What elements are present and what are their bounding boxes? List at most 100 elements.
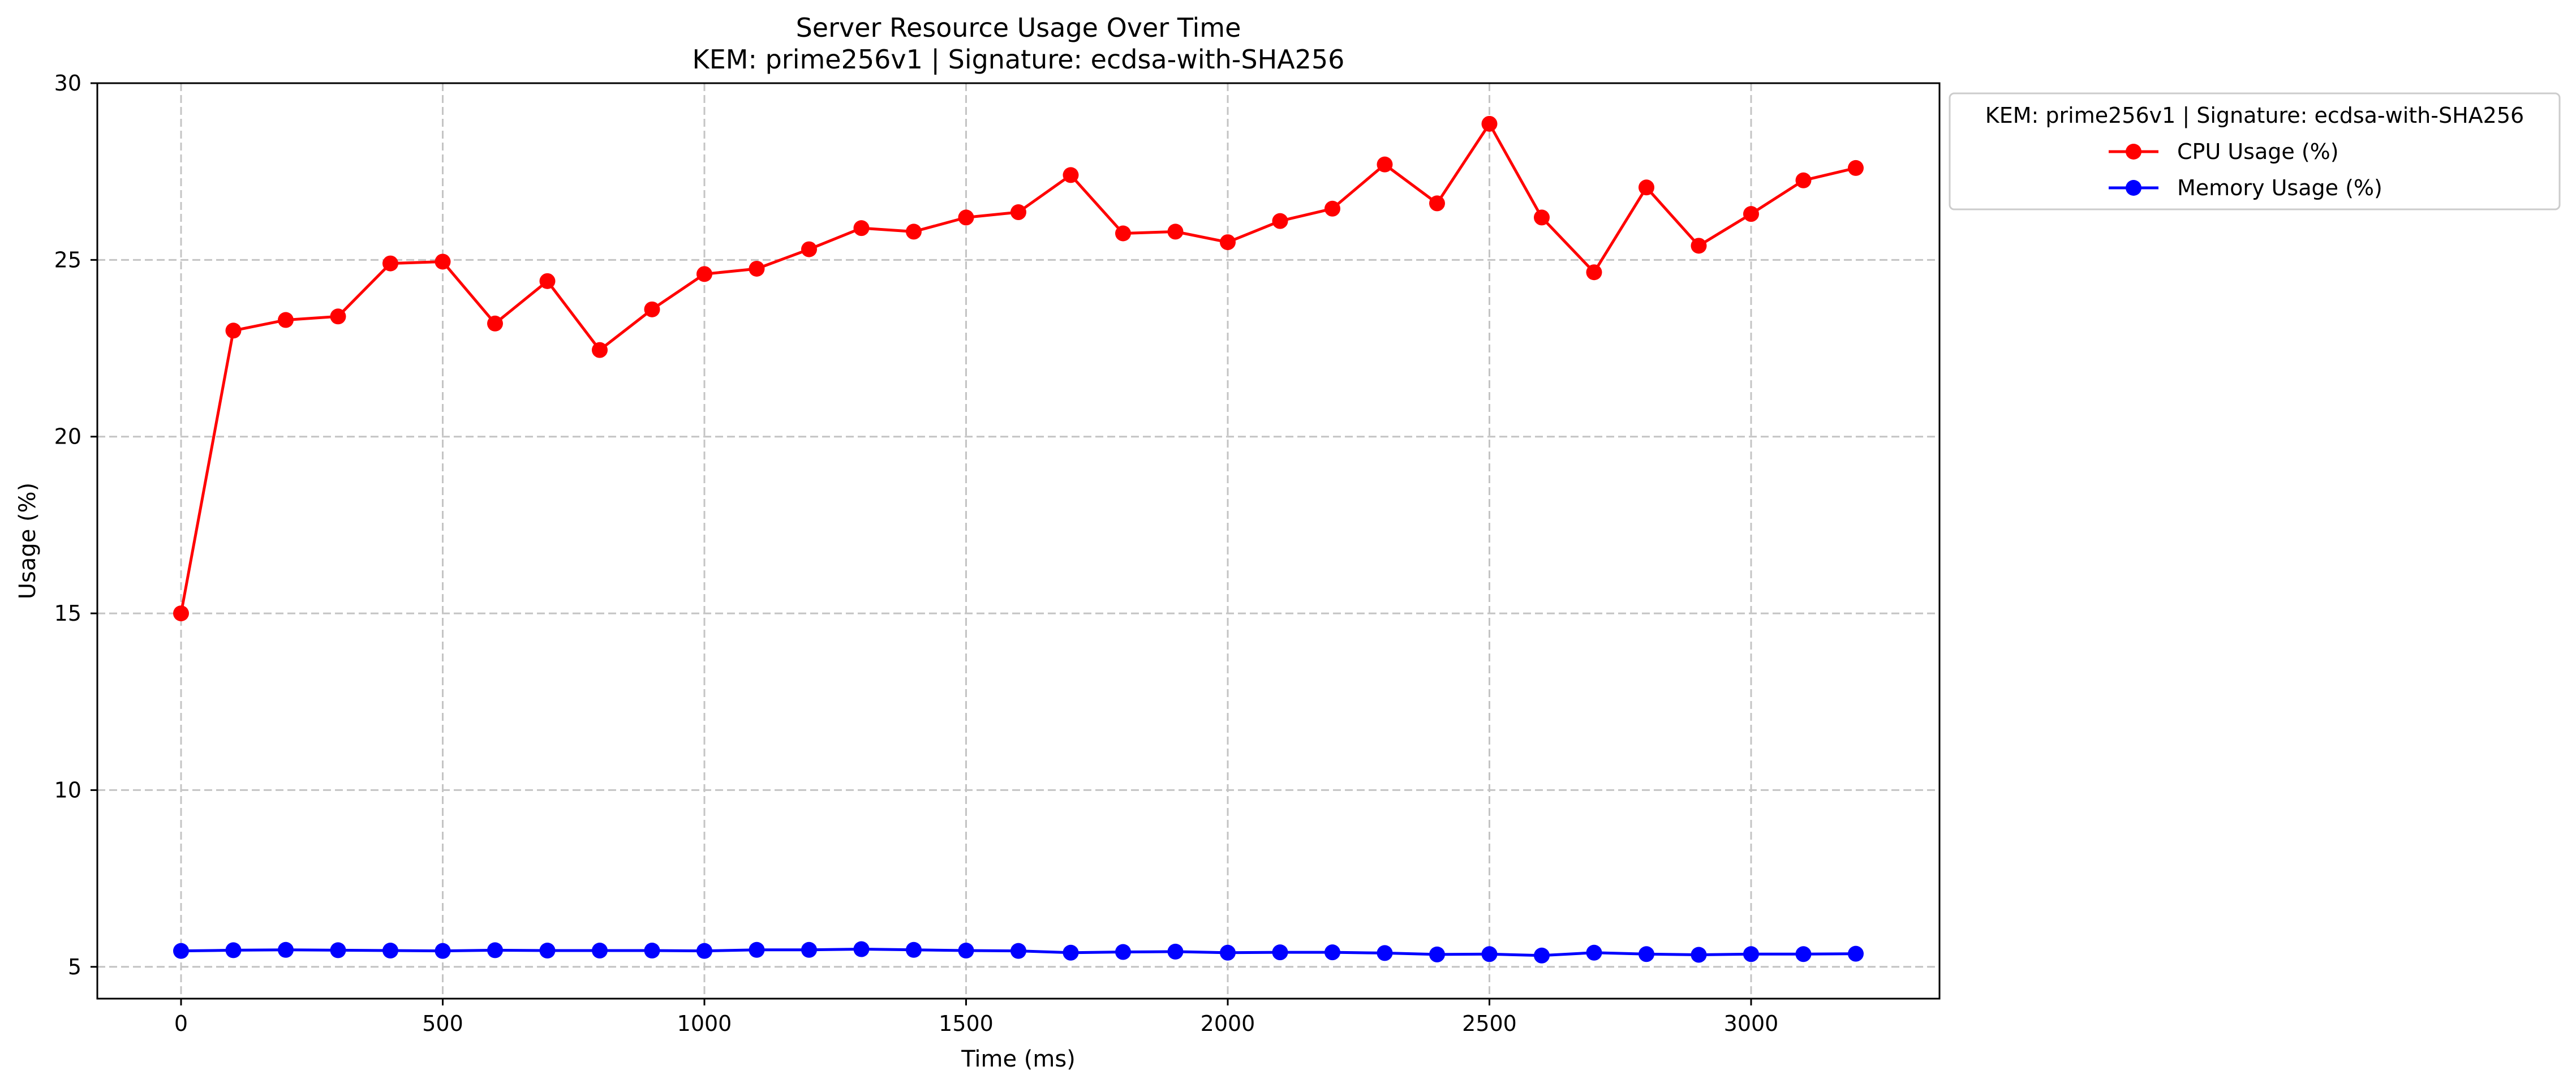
legend: KEM: prime256v1 | Signature: ecdsa-with-… <box>1949 92 2561 210</box>
cpu-point <box>1377 156 1393 173</box>
y-tick-label: 25 <box>54 247 81 272</box>
cpu-point <box>1167 223 1184 240</box>
cpu-point <box>1324 200 1340 217</box>
memory-point <box>1063 944 1079 961</box>
memory-point <box>1324 944 1340 961</box>
y-tick-label: 5 <box>68 955 81 979</box>
cpu-point <box>1691 238 1707 254</box>
cpu-point <box>958 209 974 226</box>
memory-point <box>644 943 660 959</box>
cpu-point <box>173 605 189 622</box>
cpu-point <box>225 323 242 339</box>
cpu-point <box>278 312 294 328</box>
cpu-point <box>487 315 503 332</box>
legend-label-memory: Memory Usage (%) <box>2177 175 2383 200</box>
memory-point <box>1167 943 1184 960</box>
legend-swatch-marker <box>2126 180 2141 196</box>
memory-point <box>749 941 765 958</box>
memory-point <box>225 942 242 958</box>
cpu-point <box>801 241 817 257</box>
cpu-point <box>749 260 765 277</box>
cpu-point <box>1534 209 1550 226</box>
legend-box <box>1949 92 2561 210</box>
memory-point <box>1639 946 1654 962</box>
legend-swatch-marker <box>2126 144 2141 160</box>
memory-point <box>435 943 451 959</box>
memory-point <box>853 941 870 957</box>
cpu-point <box>906 223 922 240</box>
legend-entries: CPU Usage (%) Memory Usage (%) <box>2109 139 2383 200</box>
memory-point <box>1377 945 1393 961</box>
chart-title: Server Resource Usage Over Time <box>796 12 1241 43</box>
chart-subtitle: KEM: prime256v1 | Signature: ecdsa-with-… <box>693 44 1345 75</box>
legend-title: KEM: prime256v1 | Signature: ecdsa-with-… <box>1985 103 2524 128</box>
cpu-point <box>853 220 870 237</box>
memory-point <box>592 943 608 959</box>
memory-point <box>1586 944 1602 961</box>
memory-point <box>1848 945 1864 962</box>
x-tick-label: 3000 <box>1724 1011 1779 1036</box>
cpu-point <box>1272 213 1288 229</box>
memory-point <box>958 943 974 959</box>
cpu-point <box>1795 172 1812 188</box>
memory-point <box>173 943 189 959</box>
memory-point <box>1743 946 1759 962</box>
grid <box>97 82 1939 999</box>
legend-label-cpu: CPU Usage (%) <box>2177 139 2339 164</box>
y-tick-label: 30 <box>54 71 81 96</box>
memory-point <box>1534 947 1550 964</box>
x-axis-label: Time (ms) <box>961 1046 1076 1072</box>
x-tick-label: 1500 <box>939 1011 994 1036</box>
cpu-point <box>592 342 608 358</box>
memory-point <box>1220 944 1236 961</box>
memory-point <box>1115 944 1131 960</box>
cpu-series <box>173 115 1864 622</box>
y-tick-label: 10 <box>54 777 81 802</box>
cpu-point <box>330 308 346 325</box>
legend-entry-cpu: CPU Usage (%) <box>2109 139 2339 164</box>
memory-series <box>173 941 1864 964</box>
cpu-point <box>1220 234 1236 251</box>
cpu-point <box>539 273 556 289</box>
cpu-point <box>1010 204 1026 221</box>
cpu-point <box>1063 167 1079 183</box>
memory-point <box>1691 947 1707 963</box>
memory-point <box>330 942 346 958</box>
memory-point <box>1795 946 1812 962</box>
legend-entry-memory: Memory Usage (%) <box>2109 175 2383 200</box>
axis-ticks: 0 500 1000 1500 2000 2500 3000 5 10 15 20 25 30 <box>54 71 1779 1036</box>
cpu-point <box>1115 225 1131 242</box>
cpu-point <box>1481 115 1498 132</box>
memory-point <box>1272 944 1288 961</box>
memory-point <box>1010 943 1026 959</box>
x-tick-label: 1000 <box>677 1011 732 1036</box>
y-axis-label: Usage (%) <box>15 483 41 600</box>
x-tick-label: 0 <box>174 1011 188 1036</box>
cpu-point <box>1639 179 1654 196</box>
memory-point <box>539 943 556 959</box>
memory-point <box>278 941 294 958</box>
memory-point <box>696 943 712 959</box>
cpu-point <box>1429 195 1445 212</box>
y-tick-label: 20 <box>54 424 81 449</box>
cpu-point <box>696 266 712 282</box>
cpu-point <box>382 255 398 272</box>
memory-point <box>906 941 922 958</box>
cpu-line <box>179 122 1856 614</box>
x-tick-label: 500 <box>422 1011 463 1036</box>
memory-point <box>801 941 817 958</box>
x-tick-label: 2000 <box>1201 1011 1255 1036</box>
memory-point <box>382 943 398 959</box>
x-tick-label: 2500 <box>1462 1011 1517 1036</box>
memory-point <box>487 942 503 958</box>
y-tick-label: 15 <box>54 601 81 626</box>
plot-frame <box>96 82 1941 1000</box>
memory-point <box>1481 946 1498 962</box>
cpu-point <box>1586 264 1602 281</box>
memory-point <box>1429 946 1445 962</box>
cpu-point <box>435 253 451 270</box>
series-group <box>173 115 1864 964</box>
cpu-point <box>1743 206 1759 222</box>
